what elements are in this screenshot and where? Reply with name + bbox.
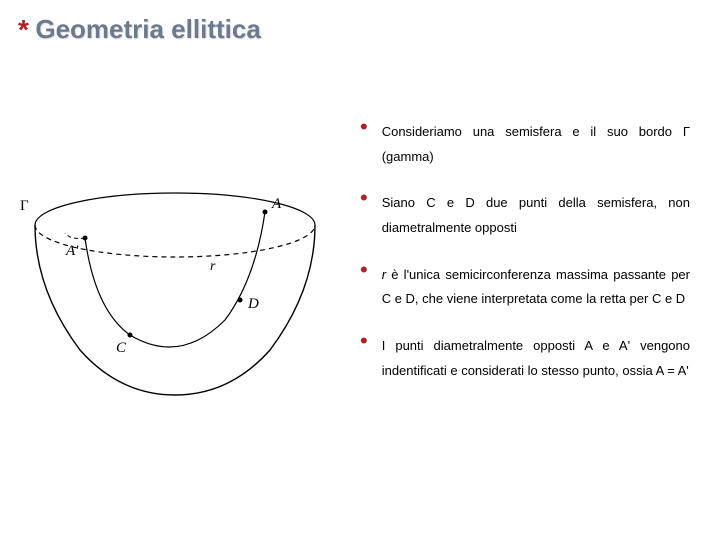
bullet-text: Siano C e D due punti della semisfera, n…	[382, 191, 690, 240]
label-A: A	[271, 196, 282, 212]
label-r: r	[210, 259, 216, 274]
bullet-text: r è l'unica semicirconferenza massima pa…	[382, 263, 690, 312]
bullet-list: • Consideriamo una semisfera e il suo bo…	[360, 120, 690, 406]
title-asterisk: *	[18, 14, 29, 46]
list-item: • Siano C e D due punti della semisfera,…	[360, 191, 690, 240]
list-item: • r è l'unica semicirconferenza massima …	[360, 263, 690, 312]
hemisphere-diagram: Γ A A' C D r	[20, 170, 330, 430]
bullet-dot: •	[360, 120, 368, 169]
bullet-text: I punti diametralmente opposti A e A' ve…	[382, 334, 690, 383]
label-C: C	[116, 340, 127, 356]
bullet-dot: •	[360, 263, 368, 312]
bullet-text: Consideriamo una semisfera e il suo bord…	[382, 120, 690, 169]
bullet-dot: •	[360, 334, 368, 383]
label-D: D	[247, 296, 259, 312]
list-item: • Consideriamo una semisfera e il suo bo…	[360, 120, 690, 169]
slide-title: * Geometria ellittica	[18, 14, 261, 46]
label-gamma: Γ	[20, 198, 29, 214]
title-text: Geometria ellittica	[35, 14, 260, 45]
list-item: • I punti diametralmente opposti A e A' …	[360, 334, 690, 383]
label-Aprime: A'	[65, 243, 79, 259]
bullet-dot: •	[360, 191, 368, 240]
